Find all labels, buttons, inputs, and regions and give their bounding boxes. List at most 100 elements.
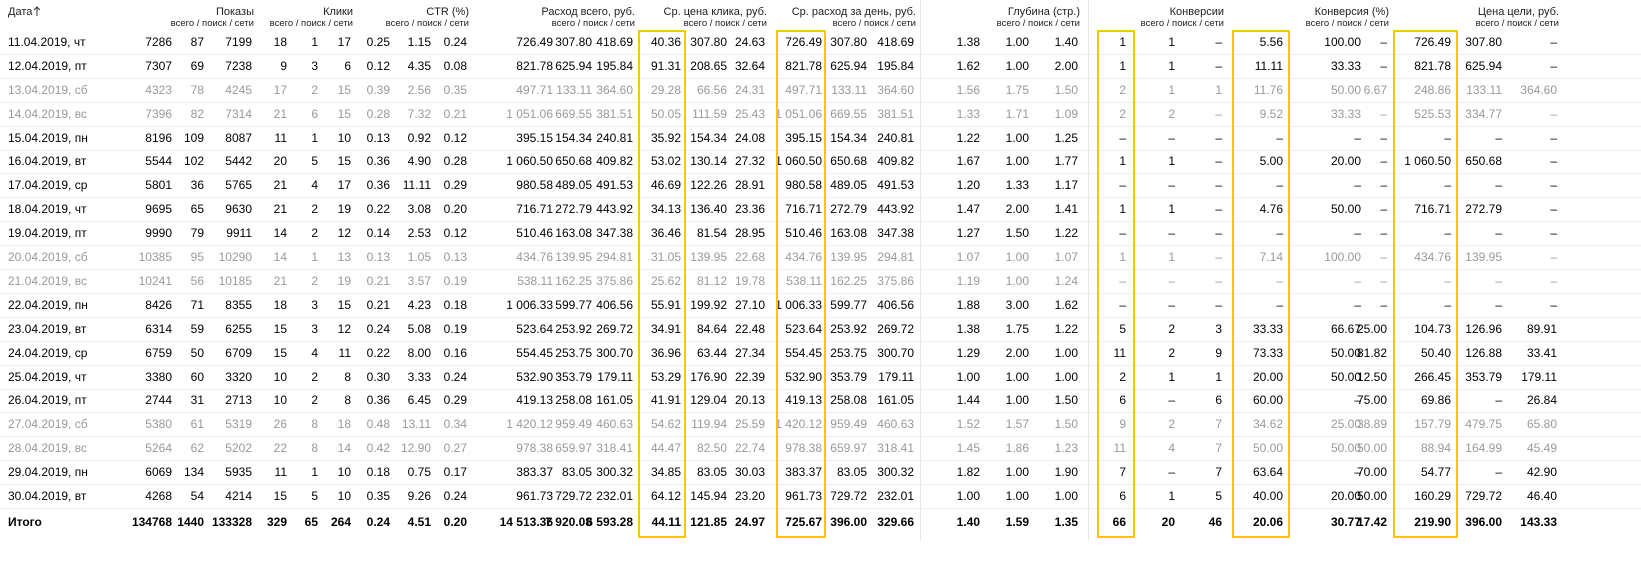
table-cell: 6.67: [1363, 82, 1387, 97]
table-cell: 29.28: [650, 82, 681, 97]
table-cell: 9630: [225, 202, 252, 217]
date-header[interactable]: Дата: [8, 6, 33, 18]
column-header[interactable]: Ср. цена клика, руб.: [663, 6, 767, 18]
table-cell: 5264: [145, 441, 172, 456]
table-cell: 1.71: [1005, 106, 1029, 121]
table-cell: 0.34: [443, 417, 467, 432]
table-cell: 659.97: [830, 441, 867, 456]
date-cell: 11.04.2019, чт: [8, 34, 86, 49]
table-cell: 40.00: [1252, 489, 1283, 504]
row-divider: [0, 269, 1641, 270]
table-cell: 0.19: [443, 321, 467, 336]
table-cell: 383.37: [516, 465, 553, 480]
table-cell: 1: [1168, 250, 1175, 265]
table-cell: 5935: [225, 465, 252, 480]
table-cell: 0.24: [366, 321, 390, 336]
table-cell: 8426: [145, 297, 172, 312]
table-cell: 5319: [225, 417, 252, 432]
sort-arrow[interactable]: [33, 6, 41, 17]
table-cell: 50.00: [1330, 369, 1361, 384]
table-cell: –: [1276, 226, 1283, 241]
table-cell: 300.32: [877, 465, 914, 480]
table-cell: 381.51: [877, 106, 914, 121]
table-cell: 4.90: [407, 154, 431, 169]
column-header[interactable]: Клики: [323, 6, 353, 18]
table-cell: 179.11: [597, 369, 633, 384]
row-divider: [0, 245, 1641, 247]
table-cell: 84.64: [696, 321, 727, 336]
table-cell: 20.06: [1252, 515, 1283, 529]
column-subheader: всего / поиск / сети: [385, 18, 469, 29]
table-cell: –: [1354, 226, 1361, 241]
table-cell: 1.00: [1005, 58, 1029, 73]
table-cell: 253.75: [555, 345, 592, 360]
highlight-box: [1097, 30, 1135, 538]
table-cell: 134768: [131, 515, 172, 529]
table-cell: 1.05: [407, 250, 431, 265]
table-cell: 50.00: [1330, 202, 1361, 217]
table-cell: –: [1276, 273, 1283, 288]
table-cell: –: [1444, 130, 1451, 145]
table-cell: 5442: [225, 154, 252, 169]
table-cell: 318.41: [877, 441, 914, 456]
table-cell: 195.84: [596, 58, 633, 73]
column-header[interactable]: Глубина (стр.): [1007, 6, 1080, 18]
table-cell: –: [1276, 297, 1283, 312]
table-cell: 0.29: [443, 393, 467, 408]
table-cell: 10: [337, 130, 351, 145]
table-cell: 1.62: [1054, 297, 1078, 312]
table-cell: 71: [190, 297, 204, 312]
table-cell: 145.94: [690, 489, 727, 504]
column-header[interactable]: Конверсия (%): [1314, 6, 1389, 18]
table-cell: 15: [273, 489, 287, 504]
table-cell: 82.50: [696, 441, 727, 456]
table-cell: 6.45: [407, 393, 431, 408]
table-cell: 0.16: [443, 345, 467, 360]
column-header[interactable]: Ср. расход за день, руб.: [791, 6, 916, 18]
table-cell: 443.92: [877, 202, 914, 217]
table-cell: 0.48: [366, 417, 390, 432]
table-cell: 195.84: [877, 58, 914, 73]
table-cell: 22: [273, 441, 287, 456]
table-cell: 1.00: [956, 369, 980, 384]
column-header[interactable]: Цена цели, руб.: [1477, 6, 1559, 18]
table-cell: 1.00: [1005, 250, 1029, 265]
table-cell: 7: [1215, 465, 1222, 480]
column-header[interactable]: Расход всего, руб.: [541, 6, 635, 18]
table-cell: –: [1119, 130, 1126, 145]
table-cell: 161.05: [877, 393, 914, 408]
table-cell: 1.00: [1005, 465, 1029, 480]
table-cell: 479.75: [1465, 417, 1502, 432]
table-cell: 375.86: [596, 273, 633, 288]
table-cell: –: [1495, 393, 1502, 408]
table-cell: –: [1380, 154, 1387, 169]
table-cell: 17.42: [1356, 515, 1387, 529]
table-cell: 87: [190, 34, 204, 49]
table-cell: 1.29: [956, 345, 980, 360]
table-cell: 102: [183, 154, 204, 169]
table-cell: 491.53: [596, 178, 633, 193]
column-header[interactable]: Конверсии: [1169, 6, 1224, 18]
table-cell: 163.08: [555, 226, 592, 241]
table-cell: 264: [330, 515, 351, 529]
column-header[interactable]: CTR (%): [426, 6, 469, 18]
table-cell: 3320: [225, 369, 252, 384]
table-cell: 1.35: [1054, 515, 1078, 529]
table-cell: 21: [273, 202, 287, 217]
table-cell: 20.13: [734, 393, 765, 408]
date-cell: 27.04.2019, сб: [8, 417, 88, 432]
table-cell: 160.29: [1414, 489, 1451, 504]
table-cell: 11: [274, 465, 287, 480]
table-cell: 0.13: [366, 250, 390, 265]
table-cell: 19: [337, 273, 351, 288]
table-cell: 253.75: [830, 345, 867, 360]
table-cell: 27.10: [734, 297, 765, 312]
table-cell: 4268: [145, 489, 172, 504]
table-cell: 1.82: [956, 465, 980, 480]
table-cell: 1.75: [1005, 82, 1029, 97]
table-cell: 419.13: [785, 393, 822, 408]
table-cell: 4: [311, 345, 318, 360]
column-header[interactable]: Показы: [215, 6, 254, 18]
table-cell: 129.04: [690, 393, 727, 408]
table-cell: 1.00: [956, 489, 980, 504]
